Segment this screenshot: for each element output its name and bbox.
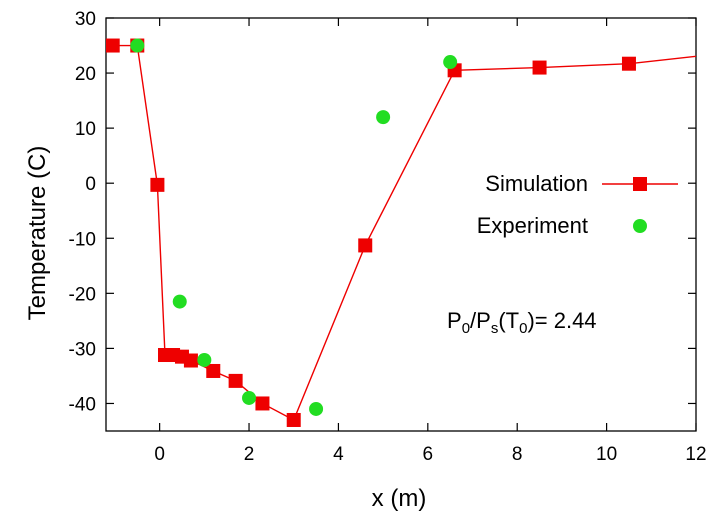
simulation-point [711,47,717,61]
annotation-part: )= 2.44 [527,308,596,333]
x-tick-label: 2 [244,444,255,465]
experiment-point [309,401,324,416]
axis-ticks: 0 2 4 6 8 10 12 -40 -30 -20 -10 0 10 20 30 [69,9,707,465]
pressure-ratio-annotation: P0/Ps(T0)= 2.44 [447,308,597,337]
legend-label-experiment: Experiment [477,213,588,238]
y-tick-label: 20 [75,64,96,85]
x-tick-label: 10 [596,444,617,465]
simulation-point [228,373,243,388]
experiment-point [443,55,458,70]
annotation-part: P [447,308,462,333]
y-axis-label: Temperature (C) [24,146,51,321]
simulation-point [621,56,636,71]
annotation-part: /P [470,308,491,333]
plot-frame [105,17,697,432]
y-tick-label: -30 [69,339,96,360]
simulation-point [206,363,221,378]
plot-area [105,17,717,432]
y-tick-label: 10 [75,119,96,140]
experiment-point [242,390,257,405]
simulation-point [255,396,270,411]
annotation-part: 0 [462,320,470,337]
series-group [106,38,717,427]
legend: Simulation Experiment [477,171,678,238]
experiment-point [376,110,391,125]
experiment-point [130,38,145,53]
simulation-line [112,44,696,421]
x-tick-label: 8 [512,444,523,465]
y-tick-label: -10 [69,229,96,250]
y-tick-label: 0 [85,174,96,195]
simulation-point [358,238,373,253]
annotation-part: 0 [519,320,527,337]
simulation-point [286,412,301,427]
legend-marker-experiment [633,219,647,233]
simulation-point [532,60,547,75]
x-tick-label: 0 [154,444,165,465]
y-tick-label: 30 [75,9,96,30]
annotation-part: s [491,320,499,337]
simulation-point [150,177,165,192]
simulation-point [106,38,120,53]
experiment-point [197,352,212,367]
x-tick-label: 6 [423,444,434,465]
x-tick-label: 4 [333,444,344,465]
x-tick-label: 12 [685,444,706,465]
x-axis-label: x (m) [372,485,427,512]
y-tick-label: -20 [69,284,96,305]
y-tick-label: -40 [69,394,96,415]
experiment-point [172,294,187,309]
legend-label-simulation: Simulation [485,171,588,196]
legend-marker-simulation [633,177,647,191]
simulation-point [183,353,198,368]
annotation-part: (T [498,308,519,333]
